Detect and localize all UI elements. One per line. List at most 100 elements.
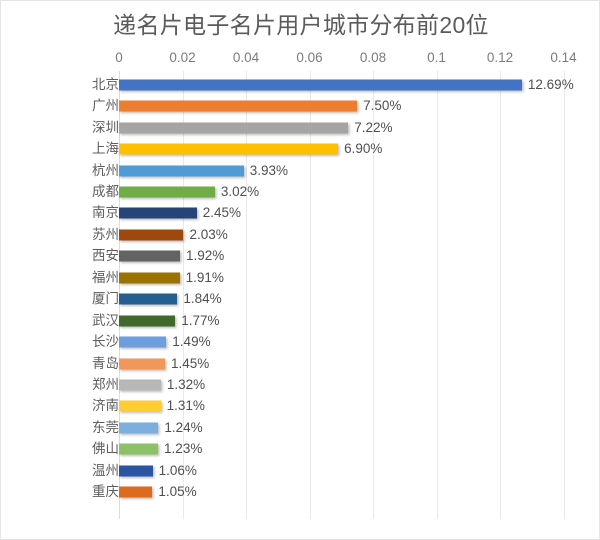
bar-data-label: 3.93% (249, 162, 289, 178)
bar-data-label: 1.49% (172, 334, 211, 350)
bar-data-label: 1.06% (158, 462, 197, 478)
bar-data-label: 1.77% (181, 312, 220, 328)
x-axis-tick-labels: 0 0.02 0.04 0.06 0.08 0.1 0.12 0.14 (1, 49, 599, 69)
gridline (500, 71, 501, 519)
category-label: 杭州 (92, 162, 119, 178)
bar (119, 400, 161, 412)
bar (119, 143, 339, 155)
category-label: 东莞 (92, 419, 119, 435)
x-axis-tick-label: 0 (115, 50, 123, 65)
category-label: 广州 (92, 98, 119, 114)
plot-area: 北京 12.69% 广州 7.50% 深圳 7.22% 上海 6.90% 杭州 3.93% 成都 3.… (1, 71, 599, 519)
gridline (182, 71, 184, 519)
bar-row: 西安 1.92% (1, 246, 599, 267)
bar (119, 486, 153, 498)
bar-row: 南京 2.45% (1, 203, 599, 224)
chart-title: 递名片电子名片用户城市分布前20位 (113, 12, 489, 38)
x-axis-tick-label: 0.12 (486, 50, 514, 65)
bar-row: 深圳 7.22% (1, 117, 599, 138)
bar-row: 武汉 1.77% (1, 310, 599, 331)
gridline (563, 71, 565, 519)
x-axis-tick-label: 0.04 (232, 50, 260, 65)
bar (119, 272, 180, 284)
category-label: 温州 (92, 462, 119, 478)
bar-data-label: 1.23% (164, 441, 203, 457)
bar (119, 315, 176, 327)
gridline (246, 71, 247, 519)
category-label: 佛山 (92, 441, 119, 457)
bar-row: 厦门 1.84% (1, 289, 599, 310)
x-axis-tick-label: 0.02 (169, 50, 196, 65)
gridline (373, 71, 374, 519)
bar-row: 苏州 2.03% (1, 224, 599, 245)
bar-data-label: 12.69% (527, 76, 574, 92)
category-label: 成都 (92, 183, 119, 199)
category-label: 青岛 (92, 355, 119, 371)
category-label: 上海 (92, 141, 119, 157)
bar (119, 229, 184, 241)
bar-row: 北京 12.69% (1, 74, 599, 95)
category-label: 武汉 (92, 312, 119, 328)
category-label: 南京 (92, 205, 119, 221)
bar (119, 443, 159, 455)
bar-data-label: 1.45% (171, 355, 210, 371)
bar-row: 重庆 1.05% (1, 482, 599, 503)
gridline (309, 71, 311, 519)
bar-data-label: 2.45% (202, 205, 242, 221)
bar-data-label: 1.05% (158, 484, 197, 500)
bar-row: 长沙 1.49% (1, 331, 599, 352)
bar-row: 青岛 1.45% (1, 353, 599, 374)
bar (119, 165, 244, 177)
bar-series: 北京 12.69% 广州 7.50% 深圳 7.22% 上海 6.90% 杭州 3.93% 成都 3.… (1, 71, 599, 519)
bar (119, 186, 215, 198)
bar-data-label: 7.22% (354, 119, 393, 135)
category-label: 重庆 (92, 484, 119, 500)
bar-row: 福州 1.91% (1, 267, 599, 288)
bar-data-label: 7.50% (363, 98, 402, 114)
category-label: 郑州 (92, 377, 119, 393)
bar-data-label: 2.03% (189, 226, 228, 242)
bar-data-label: 1.84% (183, 291, 222, 307)
category-label: 厦门 (92, 291, 119, 307)
x-axis-tick-label: 0.06 (296, 50, 323, 65)
bar (119, 250, 180, 262)
x-axis-tick-label: 0.1 (427, 50, 446, 65)
category-label: 福州 (92, 269, 119, 285)
bar-row: 上海 6.90% (1, 138, 599, 159)
bar (119, 100, 358, 112)
bar-data-label: 6.90% (344, 141, 383, 157)
bar (119, 122, 349, 134)
bar-row: 成都 3.02% (1, 181, 599, 202)
category-label: 济南 (92, 398, 119, 414)
bar (119, 207, 197, 219)
bar (119, 336, 167, 348)
category-label: 深圳 (92, 119, 119, 135)
bar-row: 济南 1.31% (1, 396, 599, 417)
bar-row: 郑州 1.32% (1, 374, 599, 395)
bar-data-label: 1.32% (166, 377, 206, 393)
gridline (436, 71, 438, 519)
bar (119, 358, 166, 370)
category-label: 苏州 (92, 226, 119, 242)
bar-data-label: 1.24% (164, 419, 203, 435)
bar-data-label: 1.91% (185, 269, 224, 285)
bar (119, 422, 159, 434)
bar-row: 杭州 3.93% (1, 160, 599, 181)
bar-row: 温州 1.06% (1, 460, 599, 481)
x-axis-tick-label: 0.14 (550, 50, 577, 65)
bar-data-label: 1.92% (185, 248, 225, 264)
bar-row: 广州 7.50% (1, 95, 599, 116)
bar-data-label: 3.02% (220, 183, 260, 199)
bar (119, 379, 161, 391)
category-label: 西安 (92, 248, 119, 264)
bar-row: 东莞 1.24% (1, 417, 599, 438)
category-label: 长沙 (92, 334, 119, 350)
category-label: 北京 (92, 76, 119, 92)
bar-row: 佛山 1.23% (1, 439, 599, 460)
bar-data-label: 1.31% (166, 398, 205, 414)
bar (119, 293, 178, 305)
bar (119, 465, 153, 477)
bar (119, 79, 522, 91)
x-axis-tick-label: 0.08 (359, 50, 387, 65)
